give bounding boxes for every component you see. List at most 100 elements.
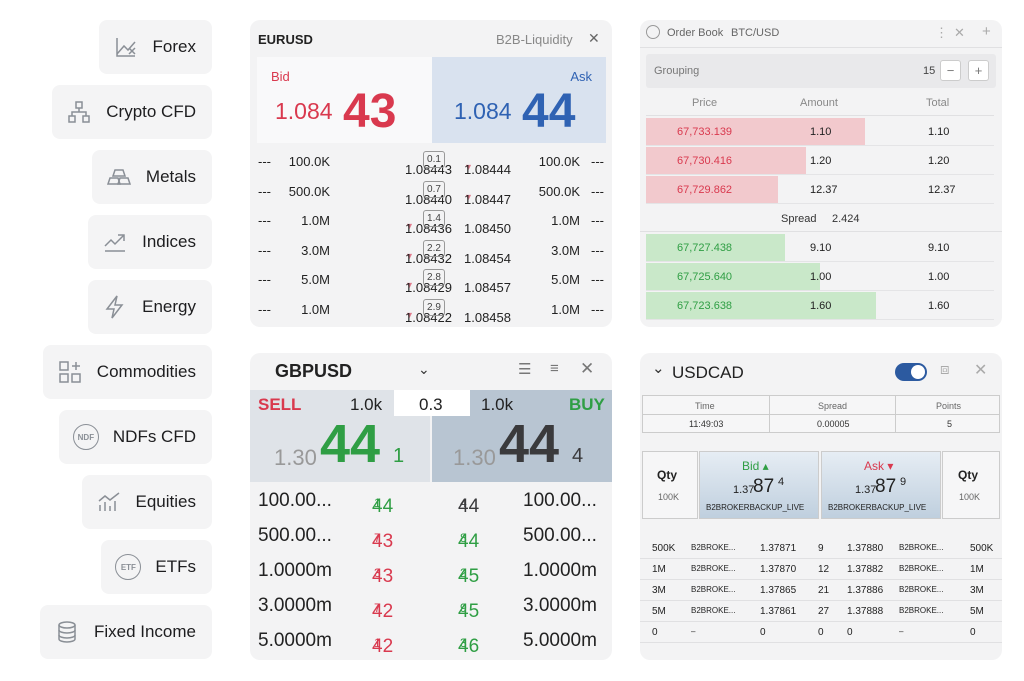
eur-depth-row[interactable]: --- 1.0M ▼ 1.08436 1.4 1.08450 1.0M --- [250,205,612,236]
sidebar-item-fixed-income[interactable]: Fixed Income [39,605,212,659]
sidebar-item-equities[interactable]: Equities [81,475,212,529]
ask-quantity: 1.0M [551,302,580,317]
list-icon[interactable]: ☰ [518,361,532,378]
sidebar-item-label: Indices [142,232,196,251]
sidebar-item-label: Commodities [96,362,196,381]
grouping-plus-button[interactable]: + [968,60,989,81]
header-total: Total [926,97,950,109]
ask-price-value: 46 [458,636,480,657]
sidebar-item-label: Fixed Income [93,622,196,641]
bid-quantity: 1.0M [301,302,330,317]
ask-source: B2BROKE... [899,543,944,552]
gbp-depth-row[interactable]: 1.0000m 43 3 45 2 1.0000m [250,554,612,589]
bid-label-text: Bid [742,459,760,473]
gbp-depth-row[interactable]: 500.00... 43 7 44 8 500.00... [250,519,612,554]
depth-bar [646,292,876,319]
gbp-depth-row[interactable]: 3.0000m 42 7 45 9 3.0000m [250,589,612,624]
ask-price-pip: 4 [572,445,584,467]
sidebar-item-label: Metals [145,167,196,186]
usdcad-depth-row[interactable]: 3M B2BROKE... 1.37865 21 1.37886 B2BROKE... 3M [640,580,1002,601]
sidebar-item-ndfs-cfd[interactable]: NDF NDFs CFD [58,410,212,464]
usdcad-depth-row[interactable]: 0 – 0 0 0 – 0 [640,622,1002,643]
close-icon[interactable]: ✕ [580,359,595,378]
ask-price: 1.37882 [847,564,884,575]
close-button[interactable]: ✕ [588,30,600,46]
ask-quantity: 3.0000m [523,595,597,616]
sidebar-item-label: Forex [152,37,196,56]
bid-price-big: 44 [320,414,381,474]
bid-source: B2BROKE... [691,564,736,573]
eur-depth-row[interactable]: --- 500.0K 1.08440 0.7 ▼ 1.08447 500.0K --- [250,176,612,207]
usdcad-depth-row[interactable]: 500K B2BROKE... 1.37871 9 1.37880 B2BROKE... 5… [640,538,1002,559]
ask-quantity: 1.0M [551,213,580,229]
spread-tag: 2.8 [423,269,445,287]
gbpusd-panel: GBPUSD ⌄ ☰ ≡ ✕ SELL 1.0k 0.3 1.0k BUY 1.… [250,353,612,660]
more-options-icon[interactable]: ⋮ [935,25,948,40]
bid-price: 1.37865 [760,585,797,596]
amount: 1.20 [810,155,832,167]
forex-icon [113,34,139,60]
buy-quantity[interactable]: 1.0k [481,395,514,414]
ask-price: 1.37880 [847,543,884,554]
search-icon[interactable] [646,25,660,39]
gbp-depth-row[interactable]: 100.00... 44 1 44 4 100.00... [250,484,612,519]
liquidity-source[interactable]: B2B-Liquidity [496,32,573,47]
eur-depth-row[interactable]: --- 1.0M ▼ 1.08422 2.9 1.08458 1.0M --- [250,294,612,325]
camera-icon[interactable]: ⧈ [940,361,950,378]
ask-quantity: 0 [970,627,976,638]
orderbook-row[interactable]: 67,727.438 9.10 9.10 [646,234,994,262]
quantity-bar [250,390,612,416]
bid-pip: 7 [374,601,381,615]
panel-title[interactable]: GBPUSD [275,361,353,381]
metals-icon [106,164,132,190]
sidebar-item-commodities[interactable]: Commodities [42,345,212,399]
bid-quantity: 500K [652,543,676,554]
chevron-down-icon[interactable]: ⌄ [418,361,430,377]
orderbook-row[interactable]: 67,733.139 1.10 1.10 [646,118,994,146]
eur-depth-row[interactable]: --- 100.0K 1.08443 0.1 ▼ 1.08444 100.0K --- [250,146,612,177]
bid-box[interactable]: Bid ▴ 1.37 87 4 B2BROKERBACKUP_LIVE [699,451,819,519]
usdcad-depth-row[interactable]: 5M B2BROKE... 1.37861 27 1.37888 B2BROKE... 5M [640,601,1002,622]
depth-bar [646,234,786,261]
ask-price-value: 1.08458 [464,310,511,325]
eur-depth-row[interactable]: --- 5.0M ▼ 1.08429 2.8 1.08457 5.0M --- [250,264,612,296]
toggle-switch[interactable] [895,363,927,381]
grouping-minus-button[interactable]: − [940,60,961,81]
ask-price-value: 45 [458,601,480,622]
orderbook-row[interactable]: 67,725.640 1.00 1.00 [646,263,994,291]
ask-box[interactable]: Ask ▾ 1.37 87 9 B2BROKERBACKUP_LIVE [821,451,941,519]
sell-label[interactable]: SELL [258,395,302,414]
close-icon[interactable]: ✕ [954,25,965,40]
close-icon[interactable]: ✕ [974,362,988,379]
orderbook-row[interactable]: 67,723.638 1.60 1.60 [646,292,994,320]
orderbook-column-headers: Price Amount Total [646,90,994,116]
orderbook-row[interactable]: 67,729.862 12.37 12.37 [646,176,994,204]
fixed-income-icon [54,619,80,645]
info-header-spread: Spread [818,401,848,411]
sidebar-item-etfs[interactable]: ETF ETFs [101,540,212,594]
eur-depth-row[interactable]: --- 3.0M ▼ 1.08432 2.2 1.08454 3.0M --- [250,235,612,266]
sidebar-item-crypto-cfd[interactable]: Crypto CFD [52,85,212,139]
orderbook-row[interactable]: 67,730.416 1.20 1.20 [646,147,994,175]
buy-label[interactable]: BUY [569,395,605,414]
sell-quantity[interactable]: 1.0k [350,395,383,414]
sidebar-item-metals[interactable]: Metals [91,150,212,204]
sidebar-item-indices[interactable]: Indices [88,215,212,269]
sidebar-item-energy[interactable]: Energy [88,280,212,334]
ask-source: B2BROKE... [899,585,944,594]
usdcad-depth-row[interactable]: 1M B2BROKE... 1.37870 12 1.37882 B2BROKE... 1M [640,559,1002,580]
bid-source: – [691,627,696,636]
ask-quantity: 100.0K [538,154,580,169]
menu-icon[interactable]: ≡ [550,360,559,377]
panel-title: USDCAD [672,363,744,382]
ask-pip: 2 [460,566,467,580]
sidebar-item-forex[interactable]: Forex [98,20,212,74]
add-icon[interactable]: + [982,23,991,40]
etf-icon: ETF [115,554,142,580]
bid-price-value: 1.08429 [405,280,452,296]
chevron-down-icon[interactable]: ⌄ [652,360,665,377]
ask-box[interactable]: Ask 1.084 44 [432,57,606,143]
bid-box[interactable]: Bid 1.084 43 [257,57,432,143]
gbp-depth-row[interactable]: 5.0000m 42 1 46 3 5.0000m [250,624,612,659]
orderbook-pair[interactable]: BTC/USD [731,27,780,39]
